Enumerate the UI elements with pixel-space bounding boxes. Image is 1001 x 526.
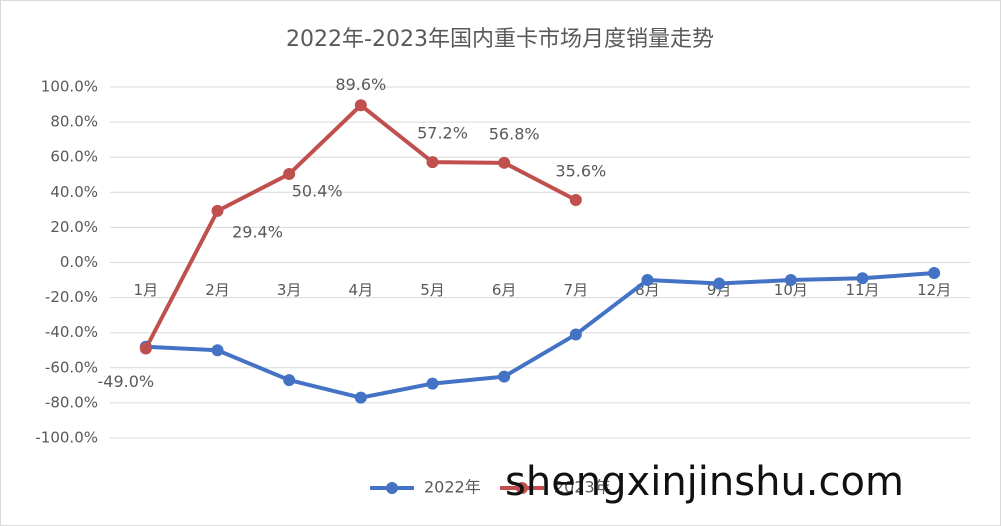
legend-marker	[386, 482, 398, 494]
point	[784, 274, 797, 287]
x-tick-label: 9月	[707, 281, 732, 299]
point	[354, 99, 367, 112]
x-tick-label: 10月	[774, 281, 808, 299]
x-tick-label: 4月	[349, 281, 374, 299]
data-label: 89.6%	[335, 75, 386, 94]
point	[928, 267, 941, 280]
data-label: -49.0%	[98, 372, 155, 391]
point	[354, 391, 367, 404]
data-label: 57.2%	[417, 124, 468, 143]
point	[139, 342, 152, 355]
y-tick-label: 20.0%	[50, 218, 98, 236]
y-tick-label: 100.0%	[41, 78, 98, 96]
y-tick-label: -100.0%	[35, 429, 98, 447]
x-tick-label: 1月	[134, 281, 159, 299]
series-line	[145, 271, 935, 400]
x-tick-label: 6月	[492, 281, 517, 299]
point	[426, 377, 439, 390]
point	[283, 168, 296, 181]
legend-label: 2022年	[424, 478, 481, 497]
data-label: 29.4%	[232, 222, 283, 241]
point	[713, 277, 726, 290]
y-tick-label: -40.0%	[45, 323, 98, 341]
data-label: 35.6%	[555, 162, 606, 181]
data-label: 56.8%	[489, 124, 540, 143]
chart-title: 2022年-2023年国内重卡市场月度销量走势	[286, 27, 714, 52]
x-tick-label: 7月	[564, 281, 589, 299]
y-tick-label: 80.0%	[50, 113, 98, 131]
point	[569, 328, 582, 341]
data-label: 50.4%	[292, 182, 343, 201]
x-tick-label: 12月	[917, 281, 951, 299]
point	[856, 272, 869, 285]
point	[498, 370, 511, 383]
x-tick-label: 2月	[205, 281, 230, 299]
point	[211, 204, 224, 217]
legend-marker	[516, 482, 528, 494]
x-tick-label: 5月	[420, 281, 445, 299]
point	[426, 156, 439, 169]
point	[569, 194, 582, 207]
point	[283, 374, 296, 387]
x-tick-label: 11月	[845, 281, 879, 299]
y-tick-label: 0.0%	[60, 253, 98, 271]
y-tick-label: -80.0%	[45, 393, 98, 411]
legend-label: 2023年	[554, 478, 611, 497]
point	[211, 344, 224, 357]
y-tick-label: -60.0%	[45, 358, 98, 376]
point	[498, 156, 511, 169]
x-tick-label: 3月	[277, 281, 302, 299]
watermark: shengxinjinshu.com	[505, 459, 904, 505]
y-tick-label: 60.0%	[50, 148, 98, 166]
point	[641, 274, 654, 287]
y-tick-label: 40.0%	[50, 183, 98, 201]
y-tick-label: -20.0%	[45, 288, 98, 306]
